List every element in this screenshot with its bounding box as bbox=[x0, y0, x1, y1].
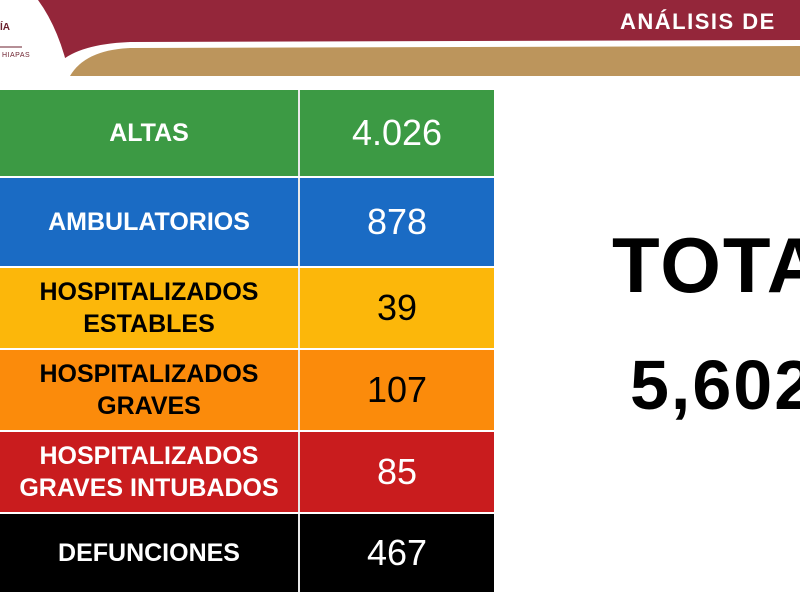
header-banner: ÍA HIAPAS ANÁLISIS DE bbox=[0, 0, 800, 80]
row-value: 4.026 bbox=[351, 112, 443, 153]
row-label: HOSPITALIZADOS GRAVES bbox=[0, 350, 300, 430]
table-row: HOSPITALIZADOS GRAVES 107 bbox=[0, 350, 494, 430]
logo-text: ÍA bbox=[0, 22, 10, 33]
row-label: AMBULATORIOS bbox=[0, 178, 300, 266]
row-value: 467 bbox=[366, 532, 428, 573]
table-row: AMBULATORIOS 878 bbox=[0, 178, 494, 266]
table-row: DEFUNCIONES 467 bbox=[0, 514, 494, 592]
total-value: 5,602 bbox=[630, 346, 800, 424]
row-label: HOSPITALIZADOS ESTABLES bbox=[0, 268, 300, 348]
table-row: ALTAS 4.026 bbox=[0, 90, 494, 176]
logo-panel bbox=[0, 0, 70, 80]
row-value: 85 bbox=[376, 451, 418, 492]
row-label: HOSPITALIZADOS GRAVES INTUBADOS bbox=[0, 432, 300, 512]
table-row: HOSPITALIZADOS GRAVES INTUBADOS 85 bbox=[0, 432, 494, 512]
page-title: ANÁLISIS DE bbox=[620, 9, 776, 34]
banner-gold-strip bbox=[70, 46, 800, 76]
logo-subtext: HIAPAS bbox=[2, 52, 31, 59]
row-value: 107 bbox=[366, 369, 428, 410]
row-label: DEFUNCIONES bbox=[0, 514, 300, 592]
total-label: TOTA bbox=[612, 221, 800, 309]
row-value: 39 bbox=[376, 287, 418, 328]
banner-graphic bbox=[0, 0, 800, 80]
row-label: ALTAS bbox=[0, 90, 300, 176]
table-row: HOSPITALIZADOS ESTABLES 39 bbox=[0, 268, 494, 348]
banner-maroon-band bbox=[30, 0, 800, 62]
row-value: 878 bbox=[366, 201, 428, 242]
